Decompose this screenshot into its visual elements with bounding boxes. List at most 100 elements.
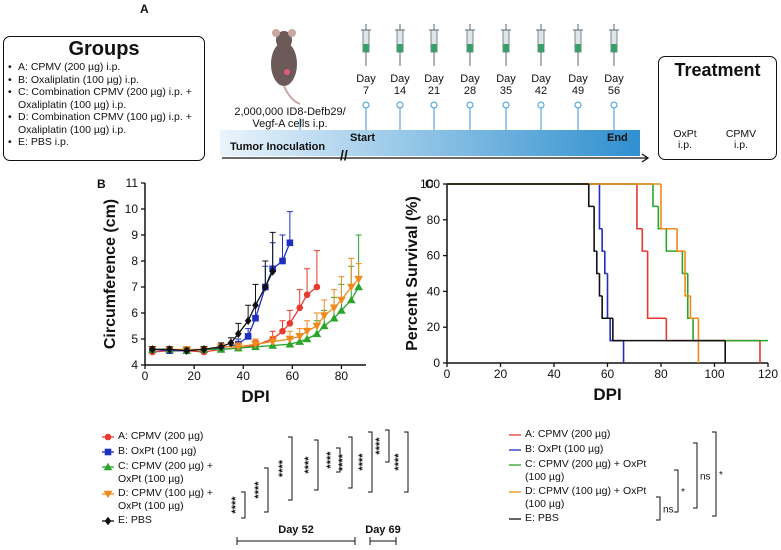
timeline-pin-head	[537, 101, 545, 109]
marker	[329, 304, 339, 313]
survival-step	[646, 251, 667, 320]
significance-bracket	[712, 431, 717, 517]
timeline-pin-head	[396, 101, 404, 109]
marker	[295, 333, 304, 341]
marker	[103, 462, 113, 471]
mouse-icon	[271, 29, 301, 105]
significance-bracket	[348, 436, 353, 489]
marker	[303, 291, 311, 299]
syringe-fluid	[363, 44, 369, 52]
day-label: Day 69	[365, 524, 400, 536]
x-tick-label: 20	[187, 369, 201, 383]
x-tick-label: 0	[444, 367, 451, 381]
survival-step	[692, 318, 768, 342]
survival-step	[606, 273, 611, 320]
syringe-needle	[429, 24, 439, 66]
error-bar	[279, 234, 286, 261]
marker	[319, 312, 329, 320]
syringe-needle	[361, 24, 371, 66]
survival-step	[587, 184, 595, 208]
legend-entry: B: OxPt (100 µg)	[118, 445, 197, 457]
significance-label: ****	[325, 451, 337, 469]
significance-bracket	[674, 469, 679, 513]
marker	[302, 327, 312, 336]
treatment-label: OxPt i.p.	[673, 128, 697, 151]
marker	[268, 338, 277, 346]
group-item: D: Combination CPMV (100 µg) i.p. + Oxal…	[8, 111, 200, 136]
survival-step	[641, 228, 648, 252]
x-axis-label: DPI	[593, 385, 621, 404]
survival-step	[657, 206, 667, 230]
cells-label: 2,000,000 ID8-Defb29/ Vegf-A cells i.p.	[234, 106, 346, 130]
syringe-needle	[465, 24, 475, 66]
marker	[285, 335, 295, 344]
survival-step	[684, 251, 691, 297]
series-line	[152, 242, 291, 352]
syringe-fluid	[538, 44, 544, 52]
survival-step	[652, 184, 659, 208]
syringe-fluid	[431, 44, 437, 52]
marker	[262, 282, 269, 292]
survival-step	[601, 295, 613, 320]
marker	[354, 275, 363, 284]
day-label: Day 14	[390, 73, 410, 97]
marker	[103, 490, 113, 499]
error-bar	[313, 250, 320, 287]
survival-step	[665, 228, 683, 252]
treatment-title: Treatment	[674, 60, 761, 80]
marker	[244, 333, 252, 340]
survival-step	[665, 318, 760, 342]
day-label: Day 28	[460, 73, 480, 97]
x-tick-label: 40	[237, 369, 251, 383]
y-tick-label: 20	[427, 320, 441, 334]
marker	[227, 338, 235, 348]
error-bar	[348, 257, 355, 287]
marker	[149, 345, 156, 354]
marker	[285, 339, 295, 348]
survival-step	[660, 184, 678, 230]
error-bar	[338, 276, 345, 300]
syringe-fluid	[611, 44, 617, 52]
y-tick-label: 100	[420, 177, 440, 191]
marker	[252, 314, 259, 322]
marker	[166, 345, 173, 354]
panel-letter: B	[97, 177, 106, 191]
significance-label: ****	[277, 459, 289, 477]
syringe-needle	[501, 24, 511, 66]
group-item: A: CPMV (200 µg) i.p.	[8, 61, 200, 74]
survival-step	[636, 184, 643, 230]
legend-entry: E: PBS	[118, 514, 152, 526]
timeline-pin-head	[466, 101, 474, 109]
significance-label: ****	[337, 453, 349, 471]
day-label: Day 56	[604, 73, 624, 97]
syringe-needle	[609, 24, 619, 66]
legend-entry: E: PBS	[525, 512, 559, 524]
significance-bracket	[368, 431, 373, 493]
y-tick-label: 0	[433, 356, 440, 370]
x-tick-label: 60	[286, 369, 300, 383]
x-tick-label: 20	[494, 367, 508, 381]
marker	[312, 322, 322, 331]
marker	[319, 321, 329, 330]
y-axis-label: Circumference (cm)	[102, 199, 119, 349]
marker	[217, 342, 225, 352]
syringe-fluid	[467, 44, 473, 52]
y-tick-label: 9	[131, 228, 138, 242]
syringe-needle	[536, 24, 546, 66]
treatment-box: Treatment OxPt i.p. CPMV i.p.	[658, 56, 777, 160]
series-line	[152, 286, 318, 353]
syringe-fluid	[503, 44, 509, 52]
significance-bracket	[288, 436, 293, 501]
x-tick-label: 120	[758, 367, 778, 381]
groups-box: Groups A: CPMV (200 µg) i.p.B: Oxaliplat…	[3, 36, 205, 161]
marker	[286, 320, 294, 327]
significance-label: ****	[393, 453, 405, 471]
error-bar	[269, 231, 276, 272]
group-item: B: Oxaliplatin (100 µg) i.p.	[8, 74, 200, 87]
syringe-fluid	[397, 44, 403, 52]
significance-bracket	[336, 447, 341, 473]
panel-letter: A	[140, 2, 149, 16]
error-bar	[304, 268, 311, 295]
y-tick-label: 11	[126, 176, 139, 190]
